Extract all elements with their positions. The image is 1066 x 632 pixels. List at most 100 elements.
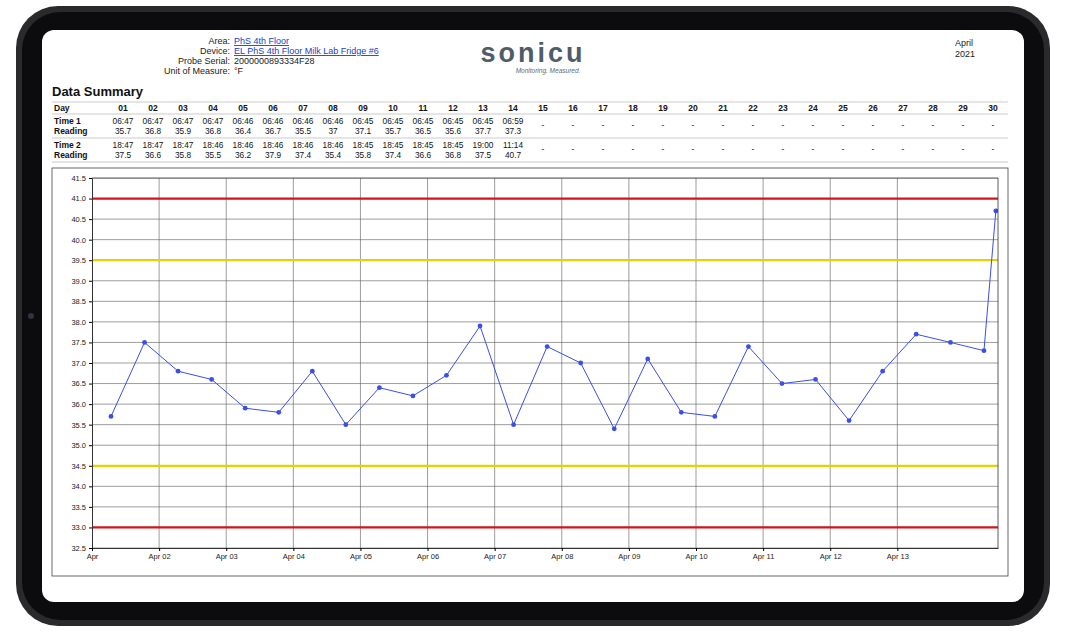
cell-empty: - bbox=[752, 144, 755, 154]
day-head: 30 bbox=[988, 103, 998, 113]
y-tick: 36.5 bbox=[71, 379, 92, 388]
month: April bbox=[955, 38, 973, 48]
grid-line-x bbox=[897, 178, 898, 548]
x-tick-label: Apr bbox=[87, 552, 99, 561]
cell-reading: 36.6 bbox=[145, 150, 162, 160]
cell-time: 06:45 bbox=[443, 116, 464, 126]
x-tick-label: Apr 10 bbox=[685, 552, 707, 561]
y-tick-mark bbox=[89, 322, 92, 323]
grid-line-y bbox=[92, 486, 998, 487]
table-rule bbox=[52, 102, 1008, 103]
data-point bbox=[142, 340, 147, 345]
y-tick-mark bbox=[89, 507, 92, 508]
day-head: 25 bbox=[838, 103, 848, 113]
row-label: Time 1Reading bbox=[54, 116, 88, 136]
x-tick-label: Apr 03 bbox=[216, 552, 238, 561]
day-head: 11 bbox=[419, 103, 428, 113]
y-tick-label: 40.5 bbox=[71, 215, 86, 224]
day-head: 26 bbox=[868, 103, 878, 113]
cell-time: 18:45 bbox=[383, 140, 404, 150]
cell: 18:4637.9 bbox=[263, 140, 284, 160]
cell: 06:4636.4 bbox=[233, 116, 254, 136]
cell-time: 06:47 bbox=[113, 116, 134, 126]
cell-empty: - bbox=[932, 120, 935, 130]
cell-reading: 35.4 bbox=[325, 150, 342, 160]
canvas: Area:PhS 4th FloorDevice:EL PhS 4th Floo… bbox=[0, 0, 1066, 632]
data-point bbox=[645, 356, 650, 361]
cell-reading: 36.8 bbox=[445, 150, 462, 160]
camera bbox=[28, 313, 34, 319]
cell-empty: - bbox=[842, 120, 845, 130]
grid-line-x bbox=[696, 178, 697, 548]
cell-empty: - bbox=[932, 144, 935, 154]
cell-empty: - bbox=[992, 120, 995, 130]
y-tick-label: 36.0 bbox=[71, 400, 86, 409]
cell: 06:5937.3 bbox=[503, 116, 524, 136]
cell: 06:4636.7 bbox=[263, 116, 284, 136]
y-tick-label: 38.0 bbox=[71, 318, 86, 327]
x-tick: Apr 10 bbox=[685, 548, 707, 561]
y-tick-mark bbox=[89, 260, 92, 261]
cell-reading: 37 bbox=[328, 126, 338, 136]
x-tick-mark bbox=[830, 548, 831, 551]
limit-line bbox=[92, 526, 998, 528]
cell-empty: - bbox=[572, 144, 575, 154]
cell: 18:4737.5 bbox=[113, 140, 134, 160]
cell-time: 18:46 bbox=[293, 140, 314, 150]
cell: 06:4736.8 bbox=[203, 116, 224, 136]
screen bbox=[42, 30, 1024, 602]
cell-reading: 37.1 bbox=[355, 126, 372, 136]
cell-reading: 35.8 bbox=[355, 150, 372, 160]
day-head: 07 bbox=[298, 103, 308, 113]
grid-line-y bbox=[92, 219, 998, 220]
x-tick-label: Apr 04 bbox=[283, 552, 305, 561]
header-link[interactable]: EL PhS 4th Floor Milk Lab Fridge #6 bbox=[234, 46, 379, 56]
cell-empty: - bbox=[782, 144, 785, 154]
cell-empty: - bbox=[992, 144, 995, 154]
cell: 06:4535.7 bbox=[383, 116, 404, 136]
day-head: 18 bbox=[628, 103, 638, 113]
day-head: 22 bbox=[748, 103, 758, 113]
cell: 18:4637.4 bbox=[293, 140, 314, 160]
grid-line-x bbox=[293, 178, 294, 548]
cell: 18:4536.6 bbox=[413, 140, 434, 160]
cell-empty: - bbox=[542, 120, 545, 130]
cell-reading: 36.8 bbox=[145, 126, 162, 136]
cell: 18:4635.4 bbox=[323, 140, 344, 160]
x-tick: Apr 06 bbox=[417, 548, 439, 561]
x-tick-mark bbox=[495, 548, 496, 551]
header-link[interactable]: PhS 4th Floor bbox=[234, 36, 289, 46]
cell-reading: 35.8 bbox=[175, 150, 192, 160]
header-value: 2000000893334F28 bbox=[234, 56, 315, 66]
y-tick: 34.0 bbox=[71, 482, 92, 491]
cell: 06:4535.6 bbox=[443, 116, 464, 136]
data-point bbox=[993, 208, 998, 213]
y-tick-mark bbox=[89, 281, 92, 282]
grid-line-y bbox=[92, 445, 998, 446]
plot-frame-top bbox=[92, 178, 998, 179]
cell-time: 18:47 bbox=[173, 140, 194, 150]
y-tick-label: 37.0 bbox=[71, 359, 86, 368]
cell-time: 06:47 bbox=[143, 116, 164, 126]
x-tick-mark bbox=[696, 548, 697, 551]
data-point bbox=[310, 369, 315, 374]
x-tick: Apr 05 bbox=[350, 548, 372, 561]
grid-line-y bbox=[92, 527, 998, 528]
day-head: 06 bbox=[268, 103, 278, 113]
cell-empty: - bbox=[632, 120, 635, 130]
x-tick-mark bbox=[629, 548, 630, 551]
cell-empty: - bbox=[662, 144, 665, 154]
y-tick: 39.5 bbox=[71, 256, 92, 265]
x-tick-label: Apr 13 bbox=[887, 552, 909, 561]
cell: 19:0037.5 bbox=[473, 140, 494, 160]
data-point bbox=[746, 344, 751, 349]
x-tick-label: Apr 06 bbox=[417, 552, 439, 561]
row-label: Time 2Reading bbox=[54, 140, 88, 160]
x-tick-label: Apr 05 bbox=[350, 552, 372, 561]
header-label: Device: bbox=[200, 46, 230, 56]
cell-empty: - bbox=[542, 144, 545, 154]
data-point bbox=[209, 377, 214, 382]
cell: 06:4735.9 bbox=[173, 116, 194, 136]
cell-time: 06:45 bbox=[413, 116, 434, 126]
data-point bbox=[511, 422, 516, 427]
